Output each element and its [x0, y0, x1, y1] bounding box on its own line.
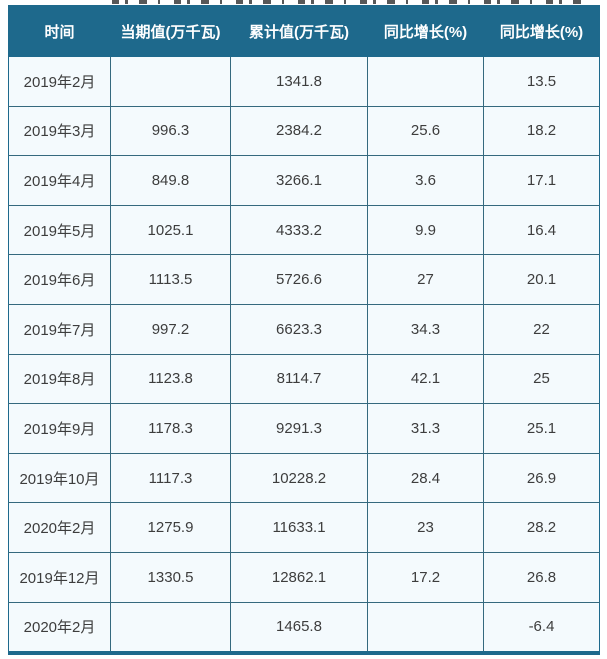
value-cell: 1330.5	[110, 551, 231, 603]
table-header-row: 时间 当期值(万千瓦) 累计值(万千瓦) 同比增长(%) 同比增长(%)	[8, 5, 600, 57]
time-cell: 2020年2月	[8, 601, 111, 654]
value-cell: 3.6	[367, 155, 484, 206]
table-row: 2019年2月 1341.8 13.5	[8, 56, 600, 107]
value-cell: 6623.3	[230, 303, 368, 355]
column-header-2: 累计值(万千瓦)	[230, 5, 368, 57]
value-cell: 2384.2	[230, 105, 368, 157]
value-cell: 25.6	[367, 105, 484, 157]
value-cell: 996.3	[110, 105, 231, 157]
value-cell: 17.1	[483, 155, 600, 206]
value-cell: 25	[483, 353, 600, 405]
value-cell: 1113.5	[110, 254, 231, 305]
table-body: 2019年2月 1341.8 13.5 2019年3月 996.3 2384.2 25.6 1…	[8, 56, 600, 654]
cropped-title-fragments	[112, 0, 592, 4]
value-cell	[110, 601, 231, 654]
table-row: 2020年2月 1275.9 11633.1 23 28.2	[8, 502, 600, 553]
value-cell: 9291.3	[230, 403, 368, 454]
value-cell	[367, 601, 484, 654]
table-row: 2019年4月 849.8 3266.1 3.6 17.1	[8, 155, 600, 206]
value-cell	[367, 56, 484, 107]
value-cell: 34.3	[367, 303, 484, 355]
value-cell: 997.2	[110, 303, 231, 355]
value-cell: 11633.1	[230, 502, 368, 553]
value-cell: 1025.1	[110, 204, 231, 256]
time-cell: 2019年8月	[8, 353, 111, 405]
value-cell: 28.2	[483, 502, 600, 553]
table-row: 2019年12月 1330.5 12862.1 17.2 26.8	[8, 551, 600, 603]
table-row: 2019年5月 1025.1 4333.2 9.9 16.4	[8, 204, 600, 256]
value-cell: 8114.7	[230, 353, 368, 405]
table-row: 2019年3月 996.3 2384.2 25.6 18.2	[8, 105, 600, 157]
value-cell: 1465.8	[230, 601, 368, 654]
time-cell: 2019年5月	[8, 204, 111, 256]
time-cell: 2019年3月	[8, 105, 111, 157]
value-cell: 20.1	[483, 254, 600, 305]
value-cell: 26.8	[483, 551, 600, 603]
value-cell: 27	[367, 254, 484, 305]
table-row: 2019年6月 1113.5 5726.6 27 20.1	[8, 254, 600, 305]
value-cell: 1123.8	[110, 353, 231, 405]
value-cell: 3266.1	[230, 155, 368, 206]
table-row: 2019年10月 1117.3 10228.2 28.4 26.9	[8, 452, 600, 504]
column-header-0: 时间	[8, 5, 111, 57]
time-cell: 2019年2月	[8, 56, 111, 107]
column-header-1: 当期值(万千瓦)	[110, 5, 231, 57]
table-row: 2019年8月 1123.8 8114.7 42.1 25	[8, 353, 600, 405]
value-cell: -6.4	[483, 601, 600, 654]
value-cell: 28.4	[367, 452, 484, 504]
time-cell: 2019年7月	[8, 303, 111, 355]
value-cell: 12862.1	[230, 551, 368, 603]
value-cell: 13.5	[483, 56, 600, 107]
time-cell: 2019年12月	[8, 551, 111, 603]
value-cell: 25.1	[483, 403, 600, 454]
value-cell: 31.3	[367, 403, 484, 454]
table-row: 2020年2月 1465.8 -6.4	[8, 601, 600, 654]
value-cell: 17.2	[367, 551, 484, 603]
time-cell: 2019年10月	[8, 452, 111, 504]
time-cell: 2019年4月	[8, 155, 111, 206]
value-cell: 42.1	[367, 353, 484, 405]
header-row: 时间 当期值(万千瓦) 累计值(万千瓦) 同比增长(%) 同比增长(%)	[8, 5, 600, 57]
column-header-4: 同比增长(%)	[483, 5, 600, 57]
column-header-3: 同比增长(%)	[367, 5, 484, 57]
value-cell: 1178.3	[110, 403, 231, 454]
value-cell: 5726.6	[230, 254, 368, 305]
time-cell: 2019年9月	[8, 403, 111, 454]
value-cell	[110, 56, 231, 107]
time-cell: 2020年2月	[8, 502, 111, 553]
value-cell: 1117.3	[110, 452, 231, 504]
value-cell: 1341.8	[230, 56, 368, 107]
value-cell: 23	[367, 502, 484, 553]
table-row: 2019年7月 997.2 6623.3 34.3 22	[8, 303, 600, 355]
value-cell: 26.9	[483, 452, 600, 504]
time-cell: 2019年6月	[8, 254, 111, 305]
data-table: 时间 当期值(万千瓦) 累计值(万千瓦) 同比增长(%) 同比增长(%) 2019年2月…	[8, 5, 600, 656]
value-cell: 4333.2	[230, 204, 368, 256]
value-cell: 10228.2	[230, 452, 368, 504]
table-row: 2019年9月 1178.3 9291.3 31.3 25.1	[8, 403, 600, 454]
value-cell: 16.4	[483, 204, 600, 256]
value-cell: 9.9	[367, 204, 484, 256]
value-cell: 18.2	[483, 105, 600, 157]
value-cell: 849.8	[110, 155, 231, 206]
value-cell: 22	[483, 303, 600, 355]
value-cell: 1275.9	[110, 502, 231, 553]
